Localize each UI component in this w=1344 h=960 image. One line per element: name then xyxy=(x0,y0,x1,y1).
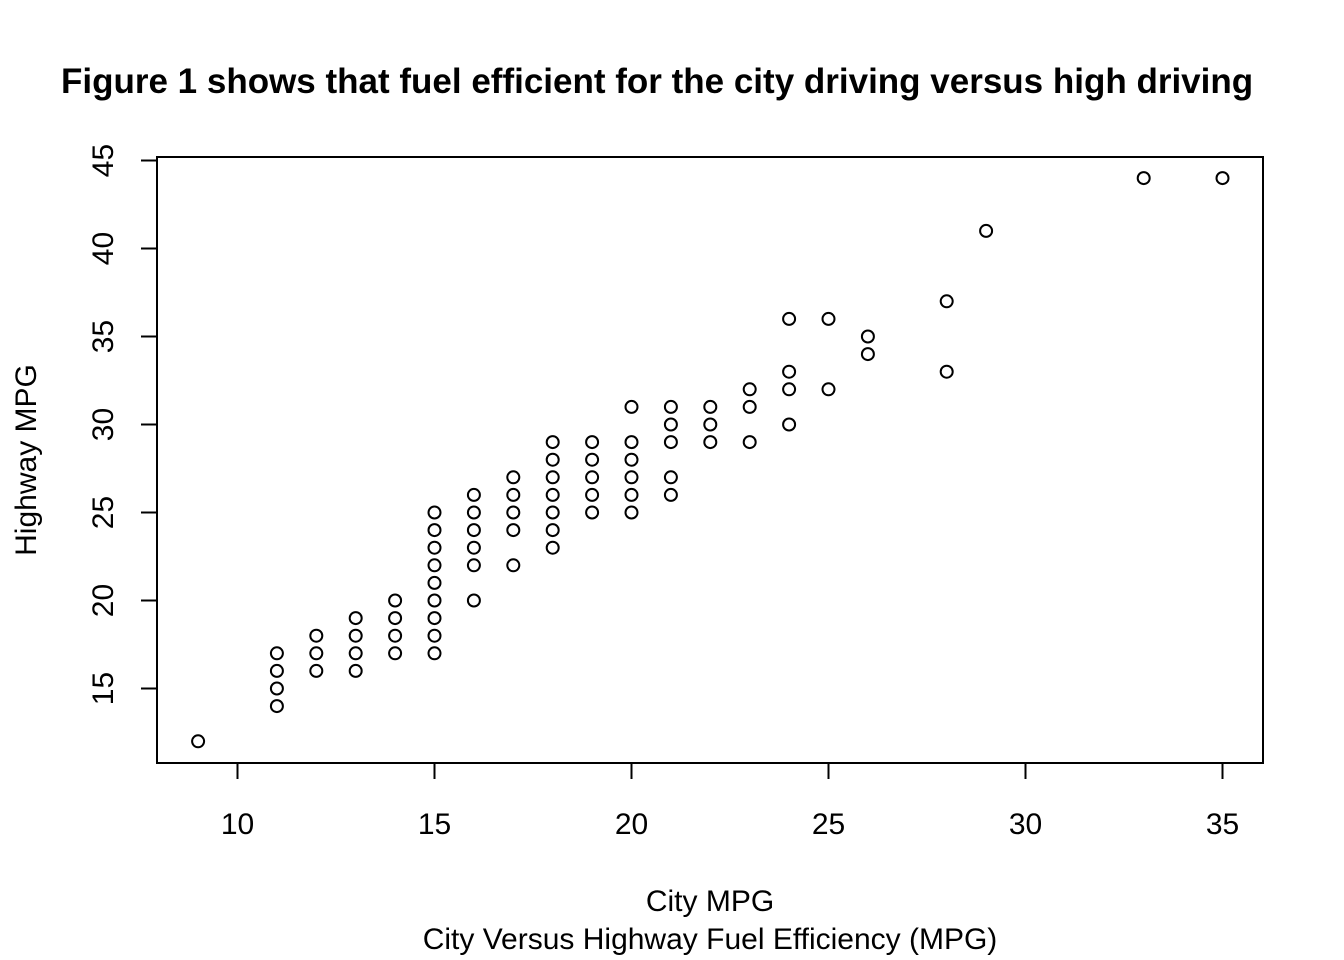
data-point xyxy=(545,523,560,538)
data-point xyxy=(427,540,442,555)
data-point xyxy=(506,470,521,485)
data-point xyxy=(388,628,403,643)
data-point xyxy=(782,417,797,432)
data-point xyxy=(663,470,678,485)
data-point xyxy=(742,382,757,397)
data-point xyxy=(545,470,560,485)
data-point xyxy=(663,487,678,502)
data-point xyxy=(388,593,403,608)
data-point xyxy=(466,593,481,608)
data-point xyxy=(782,311,797,326)
data-point xyxy=(585,487,600,502)
x-tick-label: 10 xyxy=(221,808,254,841)
data-point xyxy=(545,540,560,555)
x-tick-label: 15 xyxy=(418,808,451,841)
data-point xyxy=(427,628,442,643)
data-point xyxy=(466,487,481,502)
data-point xyxy=(348,611,363,626)
data-point xyxy=(545,505,560,520)
data-point xyxy=(585,505,600,520)
data-point xyxy=(545,452,560,467)
data-point xyxy=(545,435,560,450)
data-point xyxy=(585,452,600,467)
data-point xyxy=(742,399,757,414)
y-tick-label: 15 xyxy=(87,672,120,705)
data-point xyxy=(466,558,481,573)
data-point xyxy=(506,505,521,520)
data-point xyxy=(269,681,284,696)
data-point xyxy=(939,294,954,309)
data-point xyxy=(427,575,442,590)
data-point xyxy=(624,452,639,467)
data-point xyxy=(939,364,954,379)
data-point xyxy=(742,435,757,450)
data-point xyxy=(269,699,284,714)
x-tick-label: 25 xyxy=(812,808,845,841)
data-point xyxy=(624,470,639,485)
data-point xyxy=(388,611,403,626)
y-tick-label: 25 xyxy=(87,496,120,529)
data-point xyxy=(191,734,206,749)
data-point xyxy=(309,663,324,678)
chart-title: Figure 1 shows that fuel efficient for t… xyxy=(61,62,1253,101)
data-point xyxy=(585,435,600,450)
chart-caption: City Versus Highway Fuel Efficiency (MPG… xyxy=(423,923,998,956)
data-point xyxy=(703,435,718,450)
data-point xyxy=(585,470,600,485)
x-axis-label: City MPG xyxy=(646,885,774,918)
data-point xyxy=(388,646,403,661)
data-point xyxy=(703,417,718,432)
data-point xyxy=(979,223,994,238)
data-point xyxy=(427,505,442,520)
data-point xyxy=(821,311,836,326)
data-point xyxy=(466,523,481,538)
data-points xyxy=(191,171,1230,749)
data-point xyxy=(1215,171,1230,186)
data-point xyxy=(506,523,521,538)
data-point xyxy=(703,399,718,414)
data-point xyxy=(427,611,442,626)
data-point xyxy=(663,417,678,432)
y-tick-label: 45 xyxy=(87,144,120,177)
data-point xyxy=(545,487,560,502)
data-point xyxy=(782,364,797,379)
y-tick-label: 30 xyxy=(87,408,120,441)
data-point xyxy=(860,329,875,344)
data-point xyxy=(309,646,324,661)
data-point xyxy=(624,399,639,414)
data-point xyxy=(624,435,639,450)
data-point xyxy=(663,399,678,414)
data-point xyxy=(348,663,363,678)
x-axis: 10 15 20 25 30 35 xyxy=(221,762,1239,841)
data-point xyxy=(348,628,363,643)
data-point xyxy=(1136,171,1151,186)
data-point xyxy=(506,558,521,573)
y-tick-label: 40 xyxy=(87,232,120,265)
y-axis-label: Highway MPG xyxy=(10,364,43,556)
data-point xyxy=(269,646,284,661)
x-tick-label: 30 xyxy=(1009,808,1042,841)
data-point xyxy=(466,540,481,555)
y-axis: 15 20 25 30 35 40 45 xyxy=(87,144,158,705)
data-point xyxy=(427,593,442,608)
data-point xyxy=(427,558,442,573)
data-point xyxy=(821,382,836,397)
data-point xyxy=(427,523,442,538)
data-point xyxy=(663,435,678,450)
data-point xyxy=(624,487,639,502)
data-point xyxy=(860,347,875,362)
data-point xyxy=(466,505,481,520)
x-tick-label: 35 xyxy=(1206,808,1239,841)
x-tick-label: 20 xyxy=(615,808,648,841)
data-point xyxy=(782,382,797,397)
data-point xyxy=(427,646,442,661)
data-point xyxy=(624,505,639,520)
y-tick-label: 20 xyxy=(87,584,120,617)
data-point xyxy=(506,487,521,502)
data-point xyxy=(269,663,284,678)
data-point xyxy=(309,628,324,643)
y-tick-label: 35 xyxy=(87,320,120,353)
data-point xyxy=(348,646,363,661)
